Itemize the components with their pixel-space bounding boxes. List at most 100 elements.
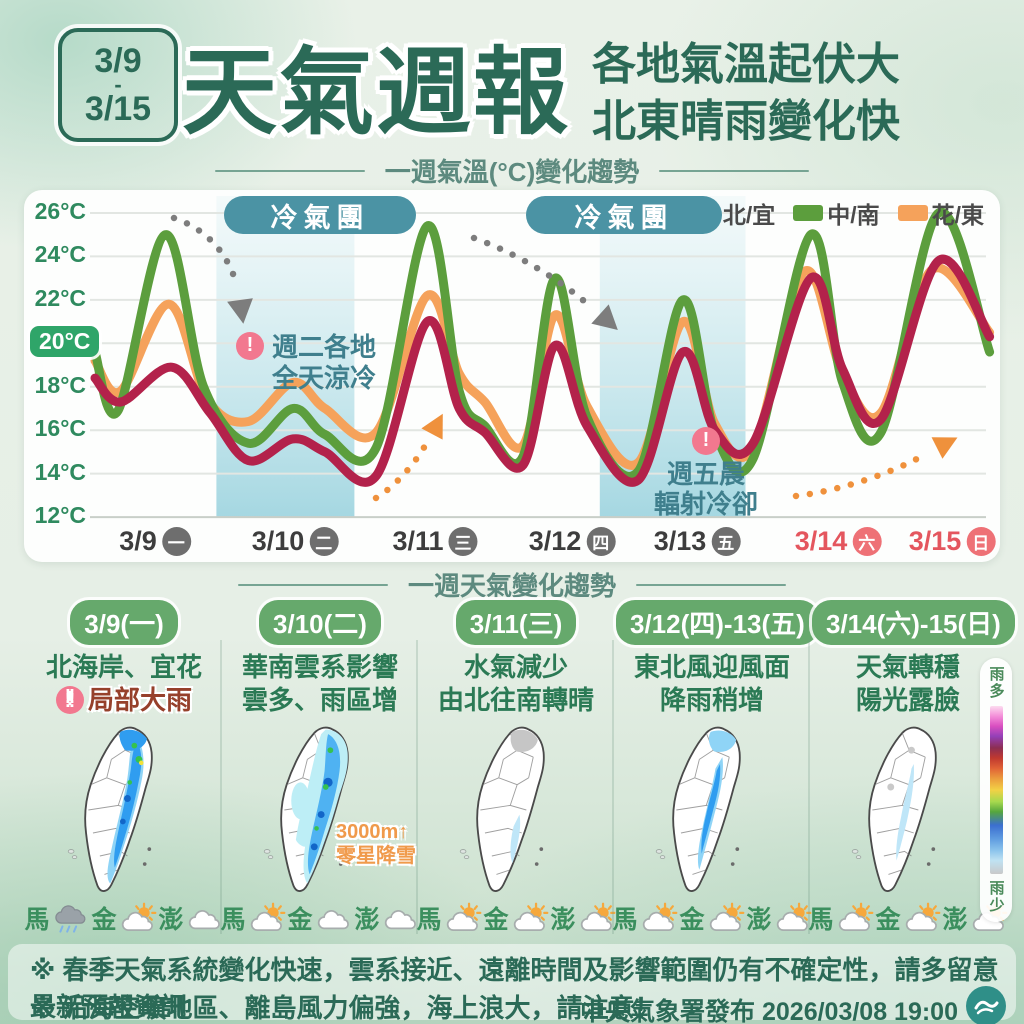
island-name: 金 — [287, 906, 313, 934]
sun-cloud-icon — [640, 902, 678, 934]
panel-summary: 東北風迎風面 降雨稍增 — [616, 651, 808, 716]
panel-divider — [612, 640, 614, 934]
island-name: 馬 — [416, 906, 442, 934]
chart-section-title: 一週氣溫(°C)變化趨勢 — [0, 152, 1024, 189]
island-name: 馬 — [24, 906, 50, 934]
date-range-separator: - — [114, 72, 122, 98]
sun-cloud-icon — [707, 902, 745, 934]
cold-air-mass-badge-1: 冷氣團 — [224, 196, 416, 234]
island-name: 金 — [483, 906, 509, 934]
alert-icon — [692, 426, 720, 455]
annotation-line: 週二各地 — [272, 332, 377, 362]
xlabel-3-14: 3/14 六 — [795, 526, 882, 557]
sun-cloud-icon — [774, 902, 812, 934]
page-title: 天氣週報 — [182, 40, 571, 146]
ytick-26: 26°C — [34, 198, 86, 224]
panel-summary-line: 北海岸、宜花 — [45, 652, 202, 682]
island-name: 澎 — [942, 906, 968, 934]
ytick-18: 18°C — [34, 372, 86, 398]
cold-air-mass-badge-2: 冷氣團 — [526, 196, 722, 234]
panel-alert-text: 局部大雨 — [87, 684, 192, 715]
annotation-line: 輻射冷卻 — [653, 489, 758, 520]
xlabel-dow: 日 — [966, 527, 996, 556]
ytick-14: 14°C — [34, 459, 86, 485]
offshore-islands-forecast: 馬 金 澎 — [220, 900, 416, 936]
annotation-tuesday-cold: 週二各地 全天涼冷 — [236, 332, 376, 393]
cooling-arrow-2 — [470, 234, 594, 310]
forecast-panel-mon: 3/9(一) 北海岸、宜花 局部大雨 馬 金 澎 — [24, 600, 222, 938]
xlabel-date: 3/10 — [251, 526, 305, 556]
taiwan-precip-map — [812, 718, 1004, 908]
panel-date-badge: 3/12(四)-13(五) — [616, 600, 819, 645]
panel-divider — [808, 640, 810, 934]
forecast-panel-wed: 3/11(三) 水氣減少 由北往南轉晴 馬 金 澎 — [416, 600, 615, 938]
cooling-arrowhead-1 — [227, 298, 253, 324]
subtitle-line-2: 北東晴雨變化快 — [592, 97, 900, 147]
cwa-logo-swirl-icon — [974, 1000, 999, 1015]
rain-less-label: 雨少 — [987, 880, 1005, 914]
weekly-section-title-text: 一週天氣變化趨勢 — [407, 571, 616, 601]
sun-cloud-icon — [578, 902, 616, 934]
page-subtitle: 各地氣溫起伏大 北東晴雨變化快 — [592, 36, 900, 150]
publisher-text: 中央氣象署發布 2026/03/08 19:00 — [580, 998, 958, 1024]
taiwan-precip-map: 3000m↑ 零星降雪 — [224, 718, 416, 908]
snow-note: 3000m↑ 零星降雪 — [336, 820, 416, 868]
island-name: 澎 — [550, 906, 576, 934]
taiwan-precip-map — [616, 718, 808, 908]
warming-arrowhead-2 — [931, 437, 958, 459]
panel-date-badge: 3/10(二) — [259, 600, 381, 645]
panel-summary: 北海岸、宜花 局部大雨 — [28, 651, 220, 716]
alert-icon — [55, 685, 84, 714]
ytick-22: 22°C — [34, 285, 86, 311]
forecast-panel-tue: 3/10(二) 華南雲系影響 雲多、雨區增 3000m↑ 零星降雪 馬 金 澎 — [220, 600, 418, 938]
taiwan-map-svg — [67, 726, 153, 892]
panel-summary: 天氣轉穩 陽光露臉 — [812, 651, 1004, 716]
ytick-24: 24°C — [34, 241, 86, 267]
xlabel-date: 3/9 — [119, 526, 157, 556]
rain-cloud-icon — [52, 902, 90, 934]
footer-band — [8, 944, 1016, 1020]
taiwan-map-svg — [459, 726, 545, 892]
ytick-16: 16°C — [34, 415, 86, 441]
legend-label-north: 北/宜 — [722, 202, 776, 228]
panel-date-badge: 3/14(六)-15(日) — [812, 600, 1015, 645]
panel-summary: 水氣減少 由北往南轉晴 — [420, 651, 612, 716]
warming-arrowhead-1 — [421, 413, 443, 440]
sun-cloud-icon — [836, 902, 874, 934]
xlabel-dow: 六 — [852, 527, 882, 556]
taiwan-map-svg — [851, 726, 937, 892]
snow-note-line: 零星降雪 — [336, 845, 416, 867]
annotation-friday-radiative-cooling: 週五晨 輻射冷卻 — [636, 422, 776, 520]
island-name: 馬 — [220, 906, 246, 934]
xlabel-dow: 一 — [161, 527, 191, 556]
panel-summary-line: 華南雲系影響 — [241, 652, 398, 682]
xlabel-date: 3/13 — [653, 526, 707, 556]
cloud-icon — [186, 902, 224, 934]
taiwan-map-svg — [655, 726, 741, 892]
panel-divider — [416, 640, 418, 934]
sun-cloud-icon — [119, 902, 157, 934]
xlabel-3-10: 3/10 二 — [252, 526, 339, 557]
xlabel-date: 3/15 — [908, 526, 962, 556]
legend-swatch-east — [897, 205, 928, 221]
footer-note-2: ※ 沿海空曠地區、離島風力偏強，海上浪大，請注意！ — [30, 993, 661, 1023]
weekly-section-title: 一週天氣變化趨勢 — [0, 566, 1024, 603]
panel-summary-line: 陽光露臉 — [855, 684, 960, 715]
panel-summary-line: 天氣轉穩 — [855, 652, 960, 682]
panel-summary-line: 降雨稍增 — [659, 684, 764, 715]
panel-summary-line: 雲多、雨區增 — [241, 684, 398, 715]
sun-cloud-icon — [511, 902, 549, 934]
cooling-arrowhead-2 — [591, 304, 618, 331]
island-name: 金 — [679, 906, 705, 934]
rule-left — [237, 583, 388, 586]
panel-summary-line: 由北往南轉晴 — [437, 684, 594, 715]
annotation-line: 週五晨 — [666, 458, 745, 489]
xlabel-dow: 三 — [448, 527, 478, 556]
xlabel-date: 3/11 — [392, 526, 444, 556]
forecast-panel-thu-fri: 3/12(四)-13(五) 東北風迎風面 降雨稍增 馬 金 澎 — [612, 600, 819, 938]
panel-summary-line: 東北風迎風面 — [633, 652, 790, 682]
xlabel-3-15: 3/15 日 — [909, 526, 996, 557]
xlabel-3-9: 3/9 一 — [119, 526, 191, 557]
rule-left — [214, 169, 365, 172]
offshore-islands-forecast: 馬 金 澎 — [808, 900, 1007, 936]
